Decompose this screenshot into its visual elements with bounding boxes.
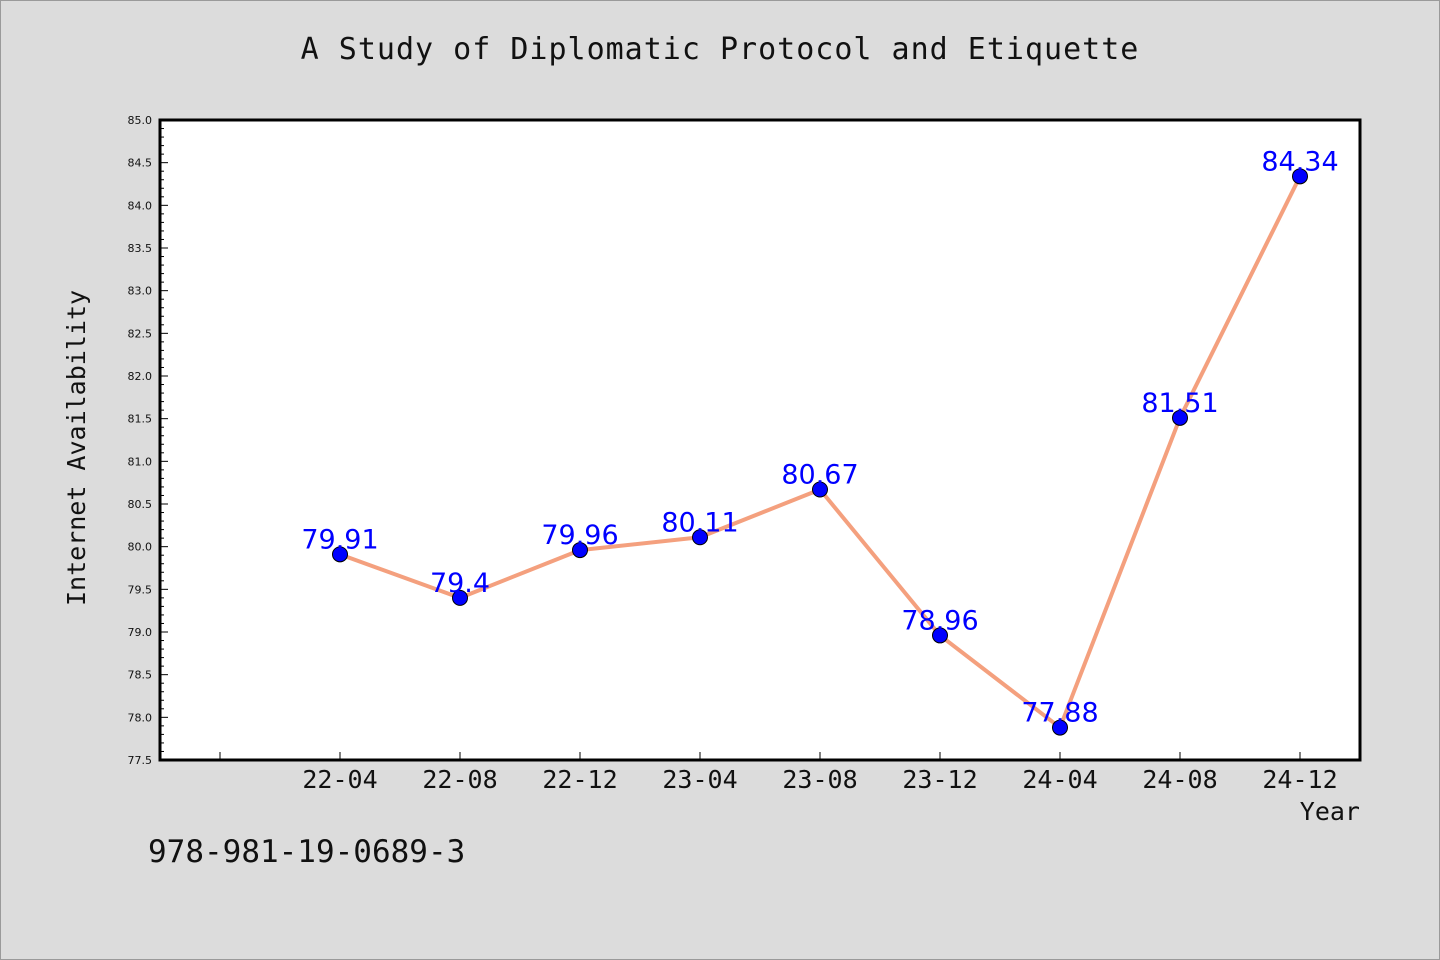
data-point: [1052, 719, 1068, 736]
x-tick-label: 24-12: [1262, 765, 1337, 794]
data-point: [932, 627, 948, 644]
y-tick-label: 83.5: [128, 242, 153, 255]
data-point: [452, 589, 468, 606]
data-point: [332, 546, 348, 563]
y-tick-label: 81.0: [128, 455, 153, 468]
y-tick-label: 79.0: [128, 626, 153, 639]
x-tick-label: 24-08: [1142, 765, 1217, 794]
data-label: 80.11: [661, 507, 738, 538]
data-label: 79.96: [541, 520, 618, 551]
y-tick-label: 84.0: [128, 199, 153, 212]
x-tick-label: 23-12: [902, 765, 977, 794]
data-label: 79.4: [430, 568, 490, 599]
data-point: [572, 542, 588, 559]
data-label: 80.67: [781, 459, 858, 490]
y-tick-label: 85.0: [128, 114, 153, 127]
isbn-text: 978-981-19-0689-3: [148, 834, 466, 870]
y-tick-label: 84.5: [128, 157, 153, 170]
data-point: [1172, 409, 1188, 426]
x-tick-label: 22-04: [302, 765, 377, 794]
y-axis-ticks: 77.5 78.0 78.5 79.0 79.5 80.0 80.5 81.0 81.5 82.0…: [128, 114, 168, 767]
data-label: 78.96: [901, 605, 978, 636]
x-tick-label: 24-04: [1022, 765, 1097, 794]
y-tick-label: 79.5: [128, 583, 153, 596]
x-tick-label: 22-12: [542, 765, 617, 794]
data-label: 79.91: [301, 524, 378, 555]
data-labels: 79.91 79.4 79.96 80.11 80.67 78.96 77.88 81.51 8…: [301, 146, 1338, 728]
y-tick-label: 81.5: [128, 413, 153, 426]
y-tick-label: 82.0: [128, 370, 153, 383]
chart-title: A Study of Diplomatic Protocol and Etiqu…: [300, 32, 1140, 67]
data-label: 81.51: [1141, 388, 1218, 419]
data-point: [812, 481, 828, 498]
y-tick-label: 82.5: [128, 327, 153, 340]
x-axis-ticks: 22-04 22-08 22-12 23-04 23-08 23-12 24-04 24-08…: [219, 752, 1338, 794]
data-point: [692, 529, 708, 546]
plot-area: [158, 118, 1362, 762]
y-tick-label: 78.0: [128, 711, 153, 724]
x-tick-label: 23-04: [662, 765, 737, 794]
y-tick-label: 77.5: [128, 754, 153, 767]
data-label: 84.34: [1261, 146, 1338, 177]
y-tick-label: 80.5: [128, 498, 153, 511]
data-point: [1292, 168, 1308, 185]
data-markers: [332, 168, 1308, 736]
x-axis-title: Year: [1300, 797, 1360, 826]
y-tick-label: 80.0: [128, 541, 153, 554]
y-tick-label: 83.0: [128, 285, 153, 298]
y-tick-label: 78.5: [128, 669, 153, 682]
y-axis-title: Internet Availability: [62, 290, 91, 606]
x-tick-label: 22-08: [422, 765, 497, 794]
data-label: 77.88: [1021, 698, 1098, 729]
x-tick-label: 23-08: [782, 765, 857, 794]
